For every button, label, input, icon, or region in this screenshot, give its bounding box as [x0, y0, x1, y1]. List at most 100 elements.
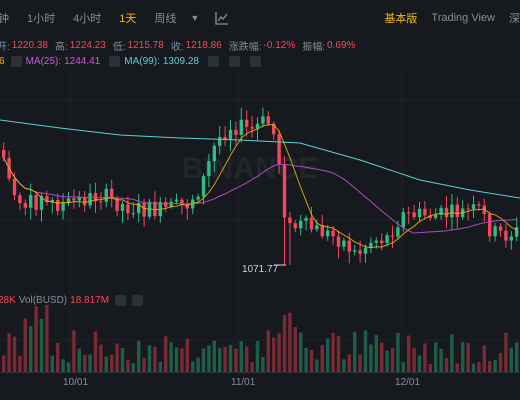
volume-bar: [29, 325, 33, 372]
ma99-settings-button[interactable]: [208, 55, 219, 67]
volume-bar: [407, 335, 411, 372]
xaxis-tick-oct: 10/01: [63, 377, 89, 388]
volume-bar: [185, 338, 189, 372]
volume-bar: [137, 340, 141, 372]
interval-tab-1d[interactable]: 1天: [119, 13, 137, 25]
candle-body: [299, 220, 303, 229]
open-value: 1220.38: [11, 39, 48, 51]
volume-bar: [461, 341, 465, 372]
interval-tab-minute[interactable]: 钟: [0, 13, 9, 25]
volume-bar: [277, 333, 281, 372]
candle-body: [477, 204, 481, 206]
interval-tab-4h[interactable]: 4小时: [73, 13, 102, 25]
volume-bar: [180, 348, 184, 372]
interval-toolbar: 钟 1小时 4小时 1天 周线 ▼ 基本版 Trading View 深: [0, 0, 520, 36]
interval-tab-week[interactable]: 周线: [154, 13, 177, 25]
volume-bar: [245, 346, 249, 372]
candle-body: [228, 129, 233, 141]
volume-prefix: 28K: [0, 294, 16, 306]
volume-bar: [272, 337, 276, 372]
interval-tab-1h[interactable]: 1小时: [27, 13, 56, 25]
candle-body: [61, 202, 65, 211]
candle-body: [407, 212, 411, 214]
candle-body: [115, 198, 119, 211]
volume-bar: [72, 330, 76, 372]
ma-more-button[interactable]: [250, 55, 261, 67]
time-axis-divider: [0, 372, 520, 373]
candle-body: [261, 116, 265, 124]
candle-body: [428, 215, 432, 218]
ma-visibility-button[interactable]: [229, 55, 240, 67]
candle-body: [272, 123, 276, 135]
candle-body: [396, 227, 400, 237]
volume-bar: [126, 359, 130, 372]
candle-body: [185, 204, 189, 209]
volume-bar: [174, 347, 179, 372]
volume-bar: [304, 348, 308, 372]
volume-bar: [110, 354, 114, 372]
volume-bar: [369, 344, 373, 372]
candle-body: [493, 226, 497, 237]
volume-bar: [471, 363, 476, 372]
volume-settings-button[interactable]: [115, 294, 127, 306]
close-value: 1218.86: [185, 39, 222, 51]
change-label: 涨跌幅:: [228, 41, 262, 53]
volume-bar: [212, 340, 216, 372]
candle-body: [390, 235, 395, 237]
mode-depth[interactable]: 深: [509, 13, 520, 25]
volume-bar: [363, 330, 368, 372]
volume-bar: [482, 345, 486, 372]
volume-bar: [282, 314, 287, 372]
ma25-settings-button[interactable]: [109, 55, 121, 67]
candle-body: [417, 208, 422, 218]
candle-body: [66, 198, 71, 203]
volume-bar: [320, 345, 324, 372]
volume-bar: [191, 361, 195, 372]
candle-body: [153, 201, 157, 216]
volume-bar: [309, 349, 314, 372]
volume-bar: [7, 333, 11, 372]
candle-body: [212, 145, 216, 162]
volume-visibility-button[interactable]: [132, 294, 144, 306]
candle-body: [488, 214, 492, 237]
candle-body: [255, 123, 260, 129]
candle-body: [126, 204, 130, 214]
chart-style-icon[interactable]: [215, 11, 229, 25]
high-value: 1224.23: [69, 39, 106, 51]
candle-body: [320, 225, 324, 237]
ma25-value: 1244.41: [64, 55, 101, 67]
xaxis-tick-nov: 11/01: [231, 377, 256, 388]
candle-body: [110, 188, 114, 199]
volume-bar: [93, 331, 98, 372]
candle-body: [77, 197, 81, 201]
volume-bar: [39, 318, 44, 372]
volume-bar: [158, 361, 162, 372]
candle-body: [509, 236, 513, 241]
candle-body: [353, 250, 357, 252]
mode-tradingview[interactable]: Trading View: [431, 12, 495, 24]
volume-bar: [142, 358, 146, 372]
candle-body: [180, 199, 184, 205]
volume-bar: [250, 362, 254, 372]
candle-body: [218, 136, 222, 146]
volume-bar: [390, 348, 395, 372]
volume-bar: [266, 330, 270, 372]
candle-body: [423, 208, 427, 216]
volume-bar: [466, 343, 470, 372]
candle-body: [169, 201, 173, 207]
candle-body: [342, 240, 346, 247]
more-intervals-dropdown-icon[interactable]: ▼: [190, 13, 200, 23]
candle-body: [277, 134, 281, 165]
candle-body: [369, 242, 373, 248]
volume-bar: [255, 340, 260, 372]
volume-bar: [23, 318, 27, 372]
candle-body: [455, 204, 459, 218]
ma7-settings-button[interactable]: [10, 55, 22, 67]
mode-basic[interactable]: 基本版: [384, 13, 418, 25]
low-value: 1215.78: [127, 39, 164, 51]
volume-bar: [331, 332, 335, 372]
candle-body: [304, 218, 308, 221]
volume-bar: [299, 332, 303, 372]
volume-bar: [34, 306, 38, 372]
